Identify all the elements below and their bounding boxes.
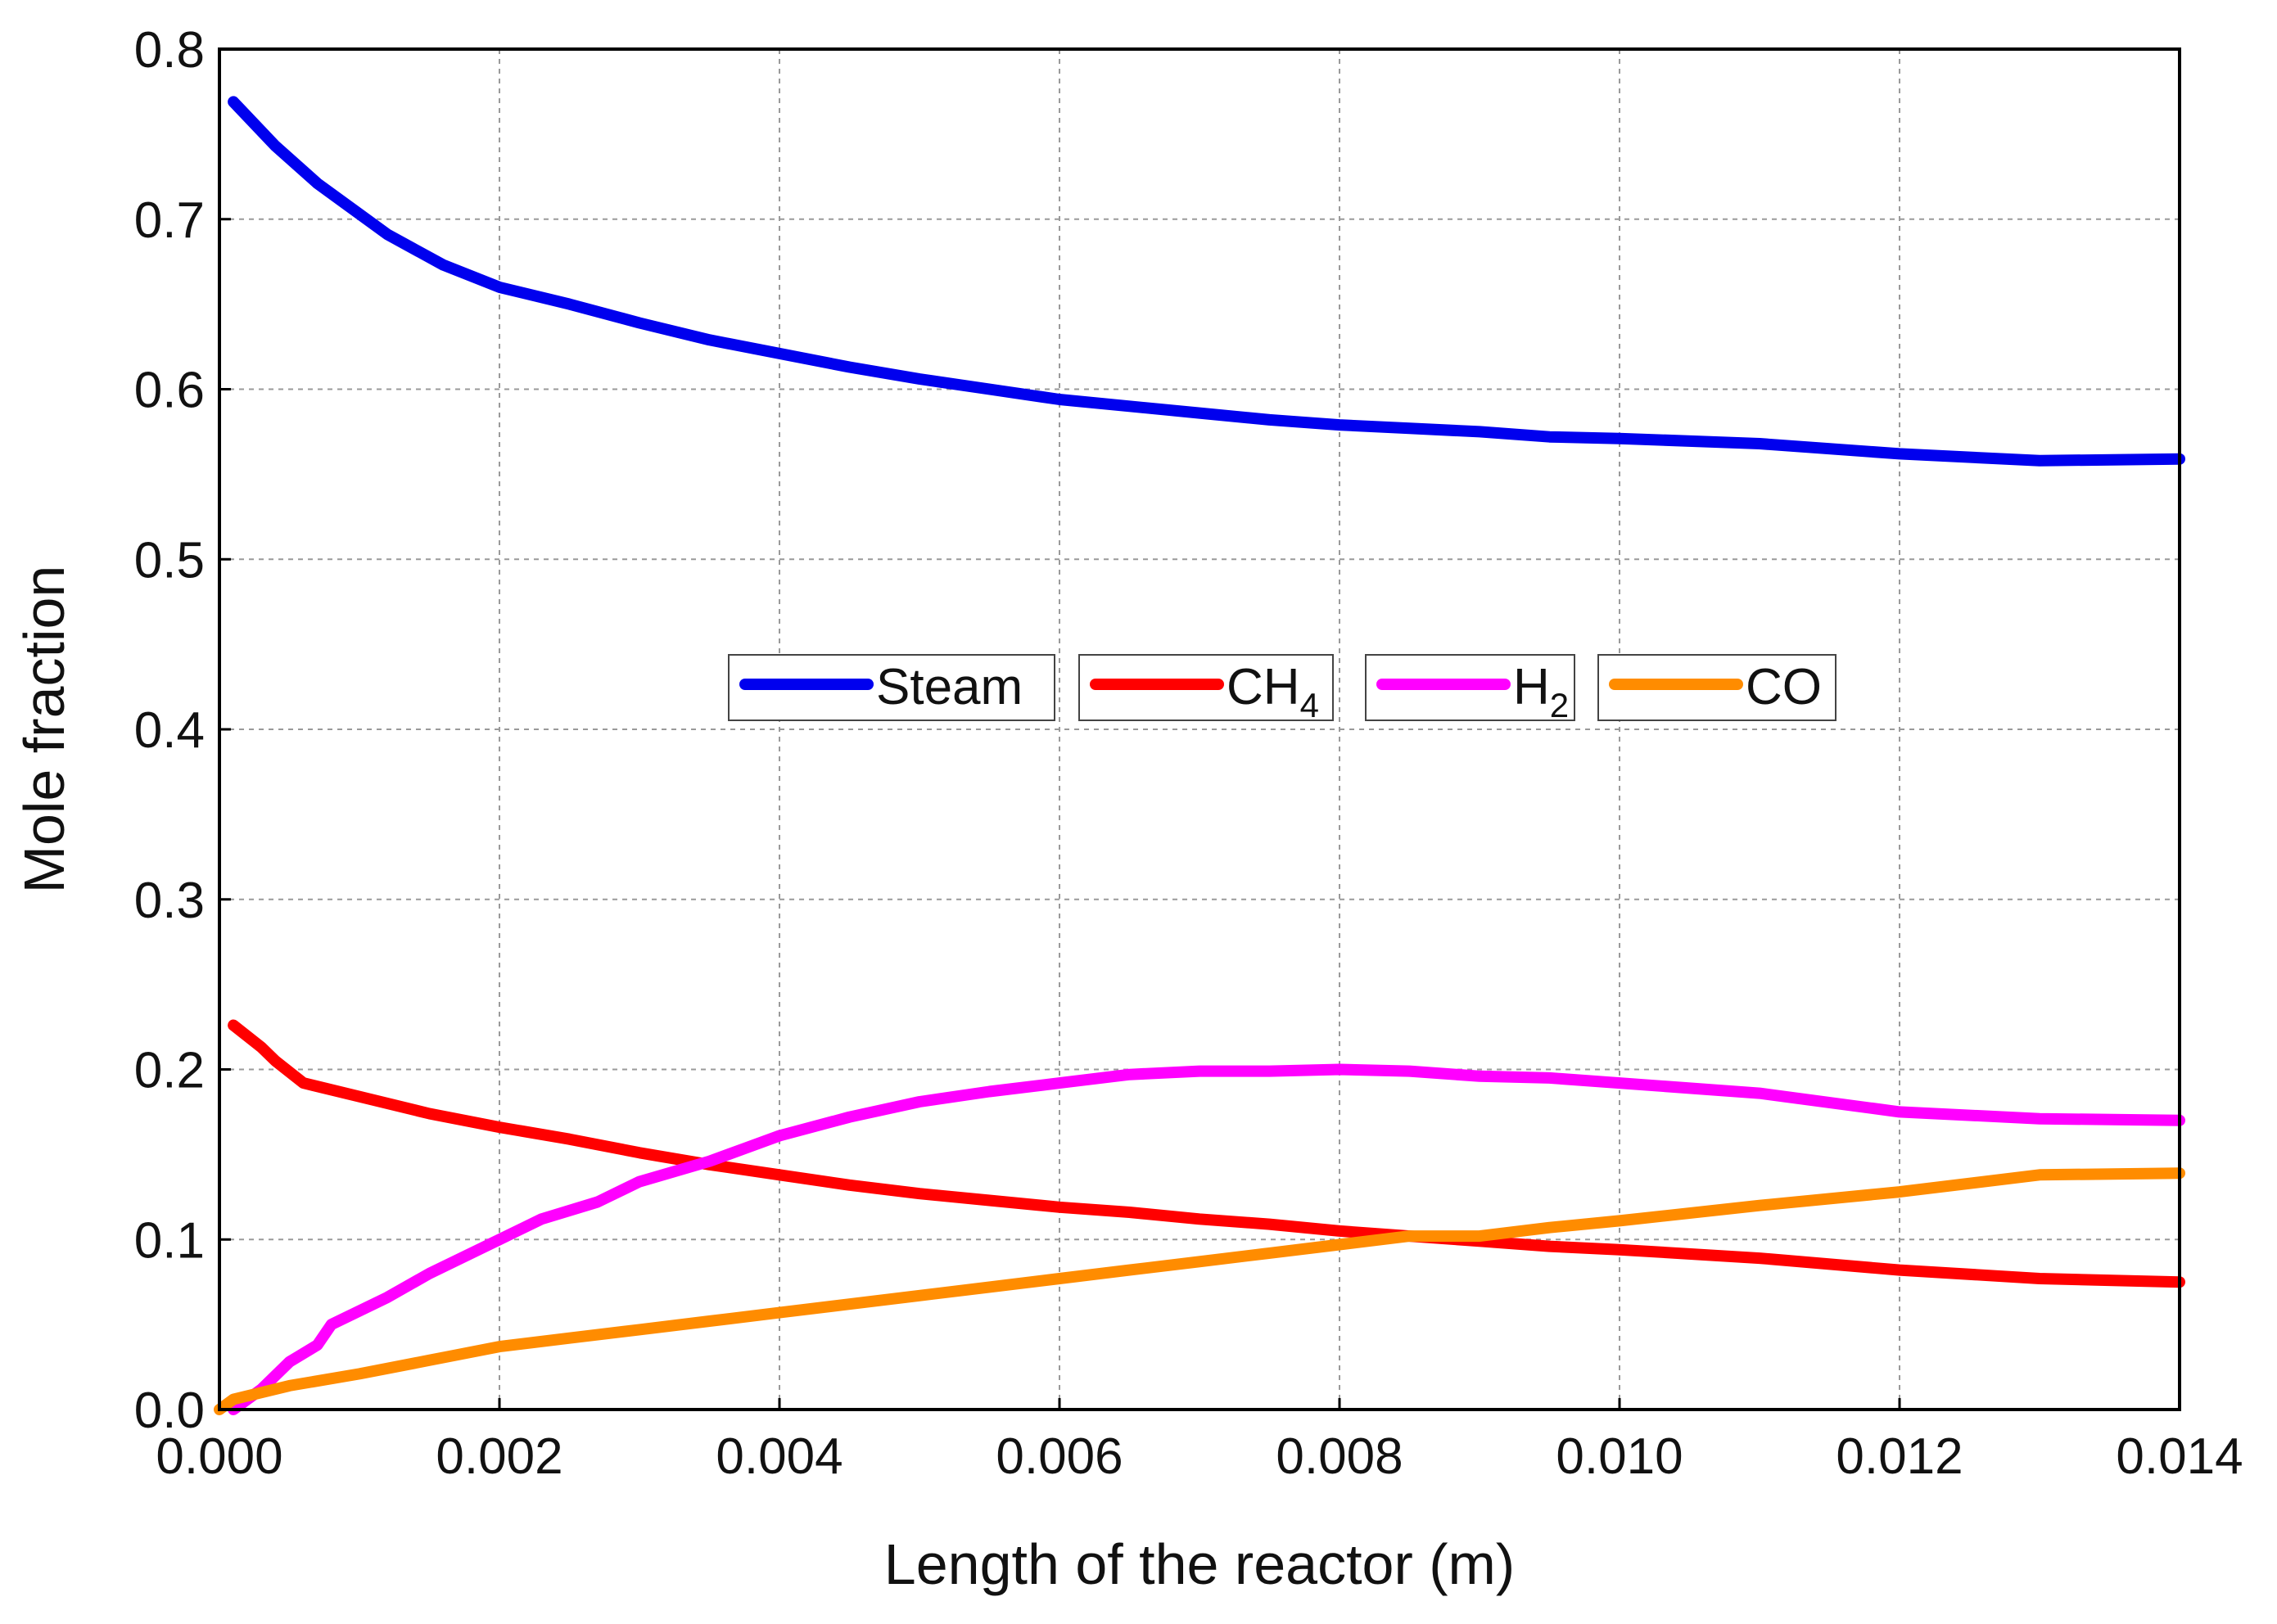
x-tick-label: 0.002	[436, 1428, 562, 1485]
y-tick-label: 0.6	[134, 363, 205, 419]
legend-item-ch4: CH4	[1078, 654, 1334, 724]
legend-item-h2: H2	[1365, 654, 1575, 724]
x-tick-label: 0.014	[2116, 1428, 2243, 1485]
grid	[219, 49, 2180, 1410]
x-tick-label: 0.000	[156, 1428, 282, 1485]
legend-label: CH4	[1227, 659, 1319, 724]
x-tick-label: 0.006	[996, 1428, 1123, 1485]
y-tick-label: 0.2	[134, 1043, 205, 1099]
x-tick-label: 0.008	[1276, 1428, 1403, 1485]
y-tick-label: 0.3	[134, 873, 205, 929]
legend-item-steam: Steam	[728, 654, 1055, 721]
y-tick-label: 0.8	[134, 22, 205, 79]
series-layer	[214, 96, 2185, 1415]
legend-label-main: H	[1513, 659, 1550, 715]
y-tick-label: 0.4	[134, 702, 205, 759]
x-tick-label: 0.012	[1836, 1428, 1963, 1485]
legend: Steam CH4 H2 CO	[728, 654, 1837, 724]
series-line-steam	[228, 96, 2185, 467]
x-axis-title: Length of the reactor (m)	[884, 1532, 1515, 1596]
y-tick-label: 0.5	[134, 532, 205, 589]
series-line-co	[214, 1167, 2185, 1415]
axis-ticks: 0.000 0.002 0.004 0.006 0.008 0.010 0.012 0.014…	[134, 22, 2243, 1485]
series-line-ch4	[228, 1019, 2185, 1288]
series-line-h2	[228, 1063, 2185, 1415]
legend-label-main: Steam	[876, 659, 1023, 715]
y-axis-title: Mole fraction	[12, 566, 76, 894]
legend-label: H2	[1513, 659, 1569, 724]
legend-label-main: CH	[1227, 659, 1300, 715]
y-tick-label: 0.0	[134, 1383, 205, 1439]
legend-item-co: CO	[1597, 654, 1837, 721]
x-tick-label: 0.010	[1556, 1428, 1683, 1485]
y-tick-label: 0.1	[134, 1212, 205, 1269]
legend-label-subscript: 2	[1550, 686, 1569, 724]
x-tick-label: 0.004	[716, 1428, 843, 1485]
y-tick-label: 0.7	[134, 192, 205, 249]
legend-label: CO	[1746, 659, 1822, 715]
legend-label: Steam	[876, 659, 1023, 715]
legend-label-main: CO	[1746, 659, 1822, 715]
legend-label-subscript: 4	[1300, 686, 1319, 724]
